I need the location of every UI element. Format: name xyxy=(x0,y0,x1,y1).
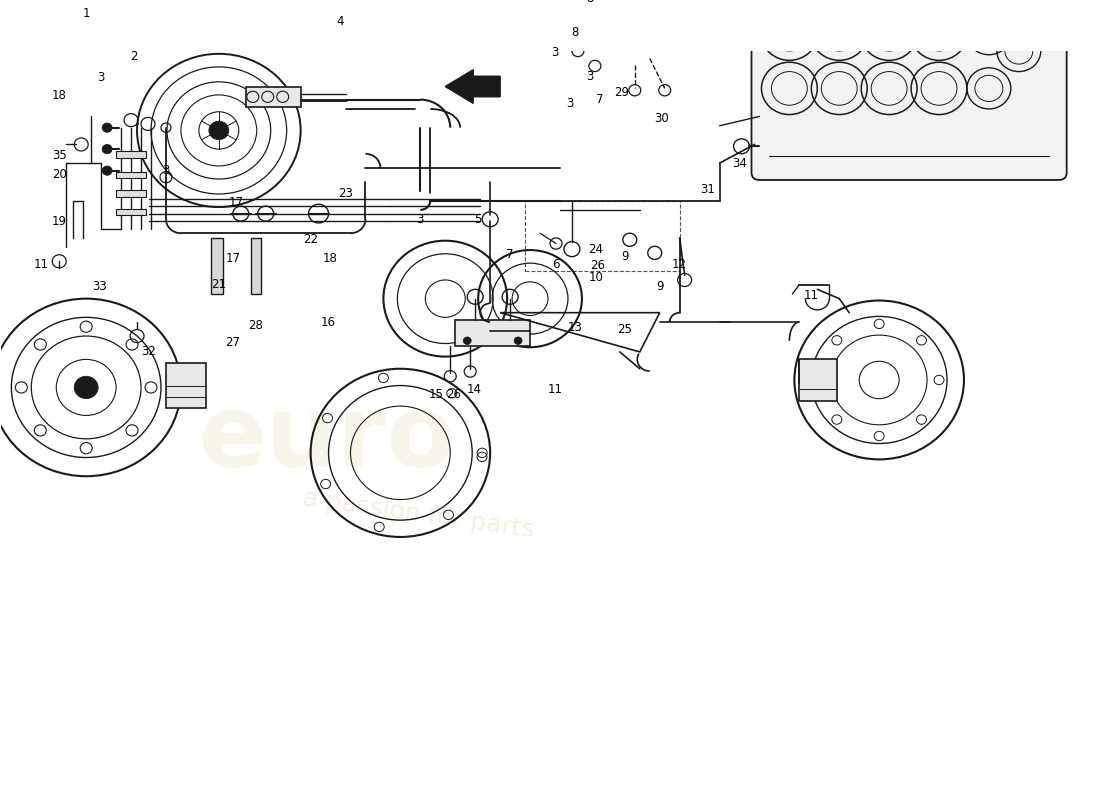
Text: 10: 10 xyxy=(588,270,603,284)
Text: 9: 9 xyxy=(656,280,663,293)
Text: 1: 1 xyxy=(82,7,90,20)
Text: 35: 35 xyxy=(52,149,67,162)
Text: 3: 3 xyxy=(566,97,573,110)
Bar xyxy=(251,238,261,294)
Text: 24: 24 xyxy=(588,242,604,256)
Text: 18: 18 xyxy=(52,90,67,102)
Text: 27: 27 xyxy=(226,336,240,349)
Text: a passion for parts: a passion for parts xyxy=(301,486,536,542)
Text: 25: 25 xyxy=(617,323,632,336)
Text: euro: euro xyxy=(199,391,455,488)
Text: 31: 31 xyxy=(701,183,715,196)
Circle shape xyxy=(209,121,229,140)
Text: 2: 2 xyxy=(130,50,138,63)
Text: 34: 34 xyxy=(733,157,747,170)
Text: 26: 26 xyxy=(591,259,605,273)
Text: 3: 3 xyxy=(551,46,559,59)
Circle shape xyxy=(102,145,112,154)
Text: 26: 26 xyxy=(446,389,461,402)
Text: 3: 3 xyxy=(417,213,424,226)
FancyBboxPatch shape xyxy=(751,2,1067,180)
Circle shape xyxy=(514,337,522,345)
Bar xyxy=(525,201,680,270)
Text: 7: 7 xyxy=(596,93,604,106)
Bar xyxy=(117,171,146,178)
Text: 3: 3 xyxy=(98,70,104,84)
Circle shape xyxy=(463,337,471,345)
Text: 28: 28 xyxy=(249,319,263,332)
Text: 8: 8 xyxy=(586,0,594,5)
Text: 16: 16 xyxy=(321,315,337,329)
Text: 11: 11 xyxy=(34,258,48,270)
Bar xyxy=(211,238,223,294)
Text: 6: 6 xyxy=(552,258,560,270)
Text: 9: 9 xyxy=(621,250,628,263)
Text: 11: 11 xyxy=(804,290,818,302)
Text: 21: 21 xyxy=(211,278,227,291)
Text: 7: 7 xyxy=(506,248,514,262)
Text: 30: 30 xyxy=(654,112,669,125)
Text: 20: 20 xyxy=(52,168,67,181)
Text: 19: 19 xyxy=(52,214,67,227)
Text: 13: 13 xyxy=(568,321,582,334)
Text: 33: 33 xyxy=(91,280,107,293)
Text: 23: 23 xyxy=(338,186,353,199)
Text: 12: 12 xyxy=(672,258,688,270)
Text: 14: 14 xyxy=(466,382,482,396)
Text: 32: 32 xyxy=(142,346,156,358)
Text: 17: 17 xyxy=(229,196,243,209)
Text: 29: 29 xyxy=(614,86,629,98)
Text: 3: 3 xyxy=(586,70,594,82)
Text: 17: 17 xyxy=(226,252,240,265)
Text: 4: 4 xyxy=(337,14,344,28)
Text: 3: 3 xyxy=(163,164,169,177)
Bar xyxy=(117,151,146,158)
Text: 11: 11 xyxy=(548,382,562,396)
Text: 5: 5 xyxy=(474,213,482,226)
Bar xyxy=(800,359,837,401)
Circle shape xyxy=(102,166,112,175)
Bar xyxy=(245,86,300,107)
Bar xyxy=(117,190,146,197)
Circle shape xyxy=(102,123,112,132)
Bar xyxy=(455,320,530,346)
Text: 8: 8 xyxy=(571,26,579,39)
Text: 15: 15 xyxy=(429,389,443,402)
Circle shape xyxy=(74,376,98,398)
Bar xyxy=(166,363,206,408)
Text: 18: 18 xyxy=(323,252,338,265)
Bar xyxy=(117,209,146,215)
Text: 22: 22 xyxy=(304,234,318,246)
FancyArrow shape xyxy=(446,70,501,103)
